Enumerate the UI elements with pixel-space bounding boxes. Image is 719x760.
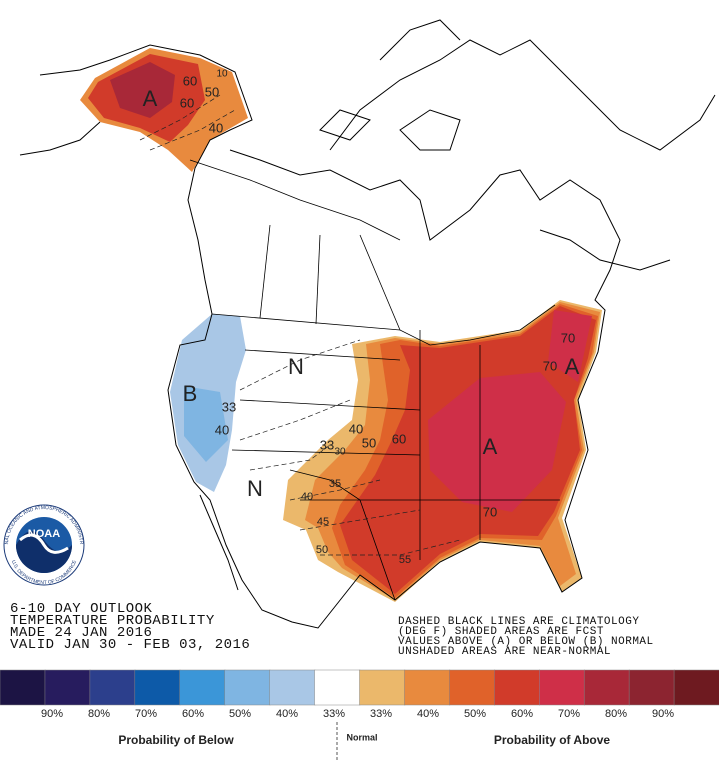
map-label: 60 [180, 95, 194, 110]
map-label: 45 [317, 516, 329, 528]
west-shading [170, 314, 246, 492]
legend-label: 70% [558, 708, 580, 720]
map-label: 50 [362, 435, 376, 450]
boundaries [189, 159, 560, 601]
legend-swatch [89, 669, 136, 706]
legend-swatch [449, 669, 496, 706]
alaska-shading [80, 48, 248, 172]
legend-label: 90% [652, 708, 674, 720]
note-line: DASHED BLACK LINES ARE CLIMATOLOGY [398, 616, 639, 628]
map-label: 30 [334, 447, 346, 458]
legend-swatch [0, 669, 46, 706]
legend-swatch [359, 669, 406, 706]
legend-label: 70% [135, 708, 157, 720]
outlook-line: MADE 24 JAN 2016 [10, 625, 152, 641]
legend-swatch [628, 669, 675, 706]
legend-label: 50% [464, 708, 486, 720]
east-shading [283, 300, 602, 602]
legend-label: 40% [276, 708, 298, 720]
legend-label: 90% [41, 708, 63, 720]
legend-label: 33% [370, 708, 392, 720]
map-label: A [565, 354, 580, 379]
outlook-line: 6-10 DAY OUTLOOK [10, 601, 153, 617]
coastlines [19, 19, 716, 629]
legend-swatch [179, 669, 226, 706]
legend-label: 60% [511, 708, 533, 720]
map-label: 50 [205, 84, 219, 99]
map-label: 50 [316, 544, 328, 556]
map-label: 40 [215, 422, 229, 437]
legend-swatch [134, 669, 181, 706]
legend-label: 60% [182, 708, 204, 720]
note-line: UNSHADED AREAS ARE NEAR-NORMAL [398, 646, 611, 658]
climatology [139, 94, 461, 556]
map-label: 40 [209, 120, 223, 135]
map-label: 60 [183, 73, 197, 88]
legend-label: 40% [417, 708, 439, 720]
legend-swatch [583, 669, 630, 706]
map-label: N [247, 476, 263, 501]
notes-text: DASHED BLACK LINES ARE CLIMATOLOGY(DEG F… [398, 616, 654, 658]
map-label: 70 [483, 504, 497, 519]
map-label: B [183, 381, 198, 406]
legend-label: 50% [229, 708, 251, 720]
map-label: 33 [320, 437, 334, 452]
legend-swatch [269, 669, 316, 706]
map-label: 35 [329, 478, 341, 490]
legend: 90% 80% 70% 60% 50% 40% 33% 33% 40% 50% 60% 70% 80% 9… [0, 669, 719, 720]
logo-text: NOAA [28, 528, 60, 540]
outlook-line: VALID JAN 30 - FEB 03, 2016 [10, 637, 250, 653]
legend-swatch [539, 669, 585, 706]
legend-normal: Normal [346, 732, 377, 742]
map-label: 70 [561, 330, 575, 345]
map-label: 40 [301, 491, 313, 503]
map-label: 10 [216, 69, 228, 80]
legend-below: Probability of Below [118, 733, 234, 747]
outlook-line: TEMPERATURE PROBABILITY [10, 613, 215, 629]
legend-label: 33% [323, 708, 345, 720]
legend-swatch [673, 669, 719, 706]
note-line: (DEG F) SHADED AREAS ARE FCST [398, 626, 604, 638]
legend-swatch [314, 669, 361, 706]
legend-swatch [404, 669, 451, 706]
note-line: VALUES ABOVE (A) OR BELOW (B) NORMAL [398, 636, 654, 648]
map-label: A [483, 434, 498, 459]
map-label: A [143, 86, 158, 111]
legend-swatch [224, 669, 271, 706]
legend-above: Probability of Above [494, 733, 611, 747]
legend-swatch [494, 669, 540, 706]
map-label: 55 [399, 554, 411, 566]
legend-label: 80% [88, 708, 110, 720]
legend-swatch [44, 669, 91, 706]
legend-label: 80% [605, 708, 627, 720]
map-label: 33 [222, 399, 236, 414]
map-label: 60 [392, 431, 406, 446]
map-label: 70 [543, 358, 557, 373]
map-label: N [288, 354, 304, 379]
map-label: 40 [349, 421, 363, 436]
